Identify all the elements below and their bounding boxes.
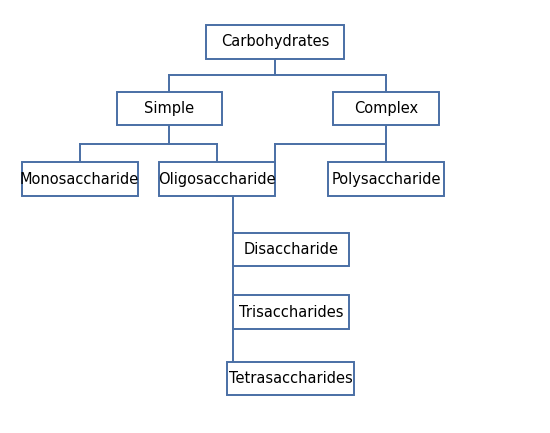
Text: Tetrasaccharides: Tetrasaccharides [229, 371, 353, 386]
FancyBboxPatch shape [333, 92, 439, 125]
Text: Trisaccharides: Trisaccharides [239, 304, 343, 320]
FancyBboxPatch shape [21, 162, 138, 196]
Text: Polysaccharide: Polysaccharide [331, 171, 441, 187]
FancyBboxPatch shape [206, 25, 344, 58]
Text: Oligosaccharide: Oligosaccharide [158, 171, 276, 187]
Text: Monosaccharide: Monosaccharide [20, 171, 139, 187]
Text: Disaccharide: Disaccharide [243, 242, 338, 257]
FancyBboxPatch shape [117, 92, 222, 125]
FancyBboxPatch shape [233, 295, 349, 329]
FancyBboxPatch shape [228, 362, 354, 395]
Text: Complex: Complex [354, 101, 418, 116]
Text: Simple: Simple [144, 101, 195, 116]
FancyBboxPatch shape [159, 162, 275, 196]
FancyBboxPatch shape [233, 233, 349, 266]
Text: Carbohydrates: Carbohydrates [221, 34, 329, 49]
FancyBboxPatch shape [328, 162, 444, 196]
